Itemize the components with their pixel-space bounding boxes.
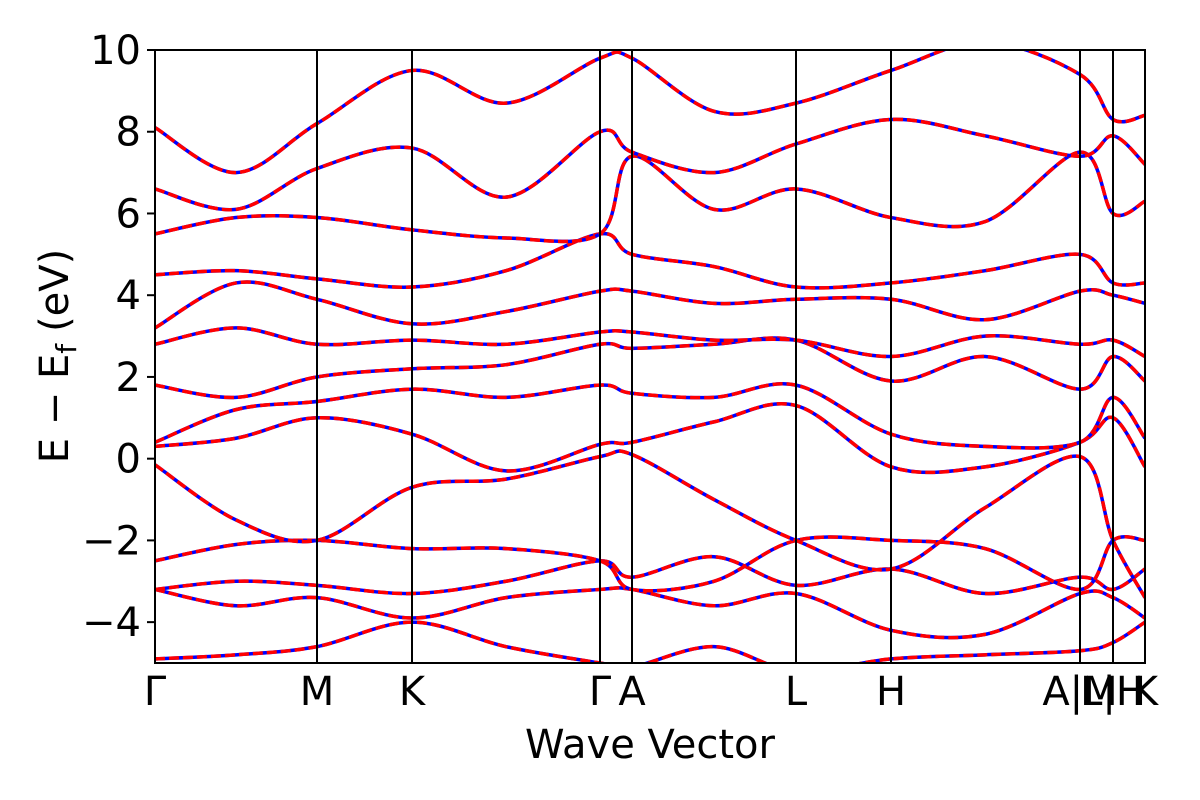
band-line <box>155 336 1145 400</box>
x-tick-label: Γ <box>144 669 167 715</box>
band-line <box>155 620 1145 663</box>
x-tick-label: M <box>300 669 335 715</box>
x-axis-label: Wave Vector <box>525 722 776 768</box>
y-tick-label: 8 <box>116 110 141 156</box>
band-underlay <box>155 449 1145 599</box>
x-tick-label: K <box>1132 669 1160 715</box>
y-tick-label: 0 <box>116 437 141 483</box>
band-line <box>155 449 1145 599</box>
y-tick-label: −2 <box>82 518 141 564</box>
y-axis-label: E − Ef (eV) <box>32 249 83 464</box>
band-line <box>155 554 1145 596</box>
plot-area <box>155 50 1145 663</box>
y-tick-label: 10 <box>90 28 141 74</box>
x-tick-label: A|M <box>1042 669 1117 715</box>
band-underlay <box>155 280 1145 330</box>
band-underlay <box>155 554 1145 596</box>
x-tick-label: L <box>785 669 808 715</box>
x-tick-label: H <box>876 669 906 715</box>
y-label-main: E − E <box>32 354 78 464</box>
band-line <box>155 232 1145 290</box>
band-line <box>155 50 1145 175</box>
band-line <box>155 280 1145 330</box>
x-tick-label: K <box>399 669 427 715</box>
band-underlay <box>155 336 1145 400</box>
x-tick-label: Γ <box>589 669 612 715</box>
y-label-unit: (eV) <box>32 249 78 332</box>
band-underlay <box>155 232 1145 290</box>
band-underlay <box>155 150 1145 244</box>
band-line <box>155 382 1145 450</box>
band-line <box>155 150 1145 244</box>
y-tick-label: 6 <box>116 191 141 237</box>
y-tick-label: −4 <box>82 600 141 646</box>
band-line <box>155 586 1145 640</box>
band-underlay <box>155 50 1145 175</box>
y-tick-label: 4 <box>116 273 141 319</box>
band-line <box>155 326 1145 359</box>
plot-frame <box>154 49 1146 664</box>
band-line <box>155 402 1145 475</box>
x-tick-label: A <box>618 669 646 715</box>
x-tick-label: L|H <box>1080 669 1146 715</box>
y-label-sub: f <box>50 343 83 354</box>
y-tick-label: 2 <box>116 355 141 401</box>
band-line <box>155 117 1145 212</box>
